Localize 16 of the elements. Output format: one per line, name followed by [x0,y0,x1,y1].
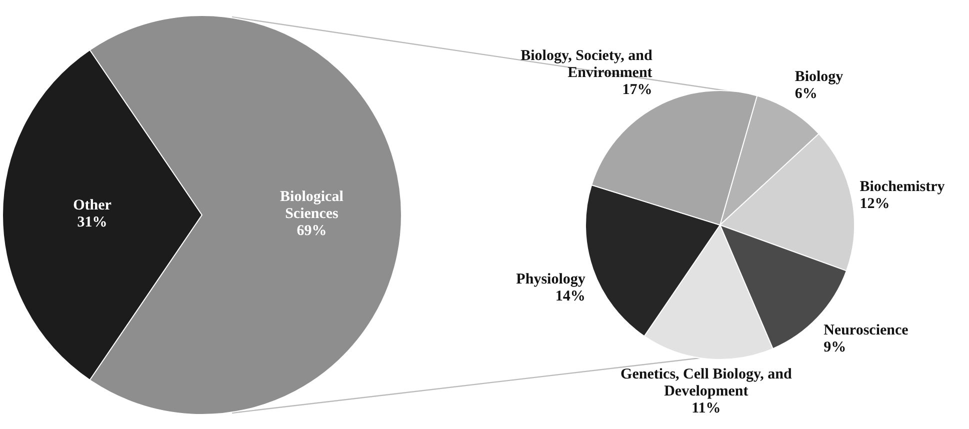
data-label: 17% [622,82,652,98]
slice-label: Biological Sciences [280,188,344,222]
slice-label: Biochemistry [860,179,946,196]
data-label: 9% [824,339,846,356]
slice-label: Other [73,197,112,214]
data-label: 12% [860,196,890,212]
data-label: 6% [794,86,818,102]
slice-label: Biology, Society, and Environment [520,48,653,81]
slice-label: Neuroscience [824,322,909,338]
data-label: 14% [555,288,586,304]
data-label: 11% [692,400,721,416]
slice-label: Physiology [516,271,586,288]
slice-label: Biology [794,69,844,86]
data-label: 31% [77,214,108,230]
data-label: 69% [296,222,327,239]
slice-label: Genetics, Cell Biology, and Development [620,366,792,400]
